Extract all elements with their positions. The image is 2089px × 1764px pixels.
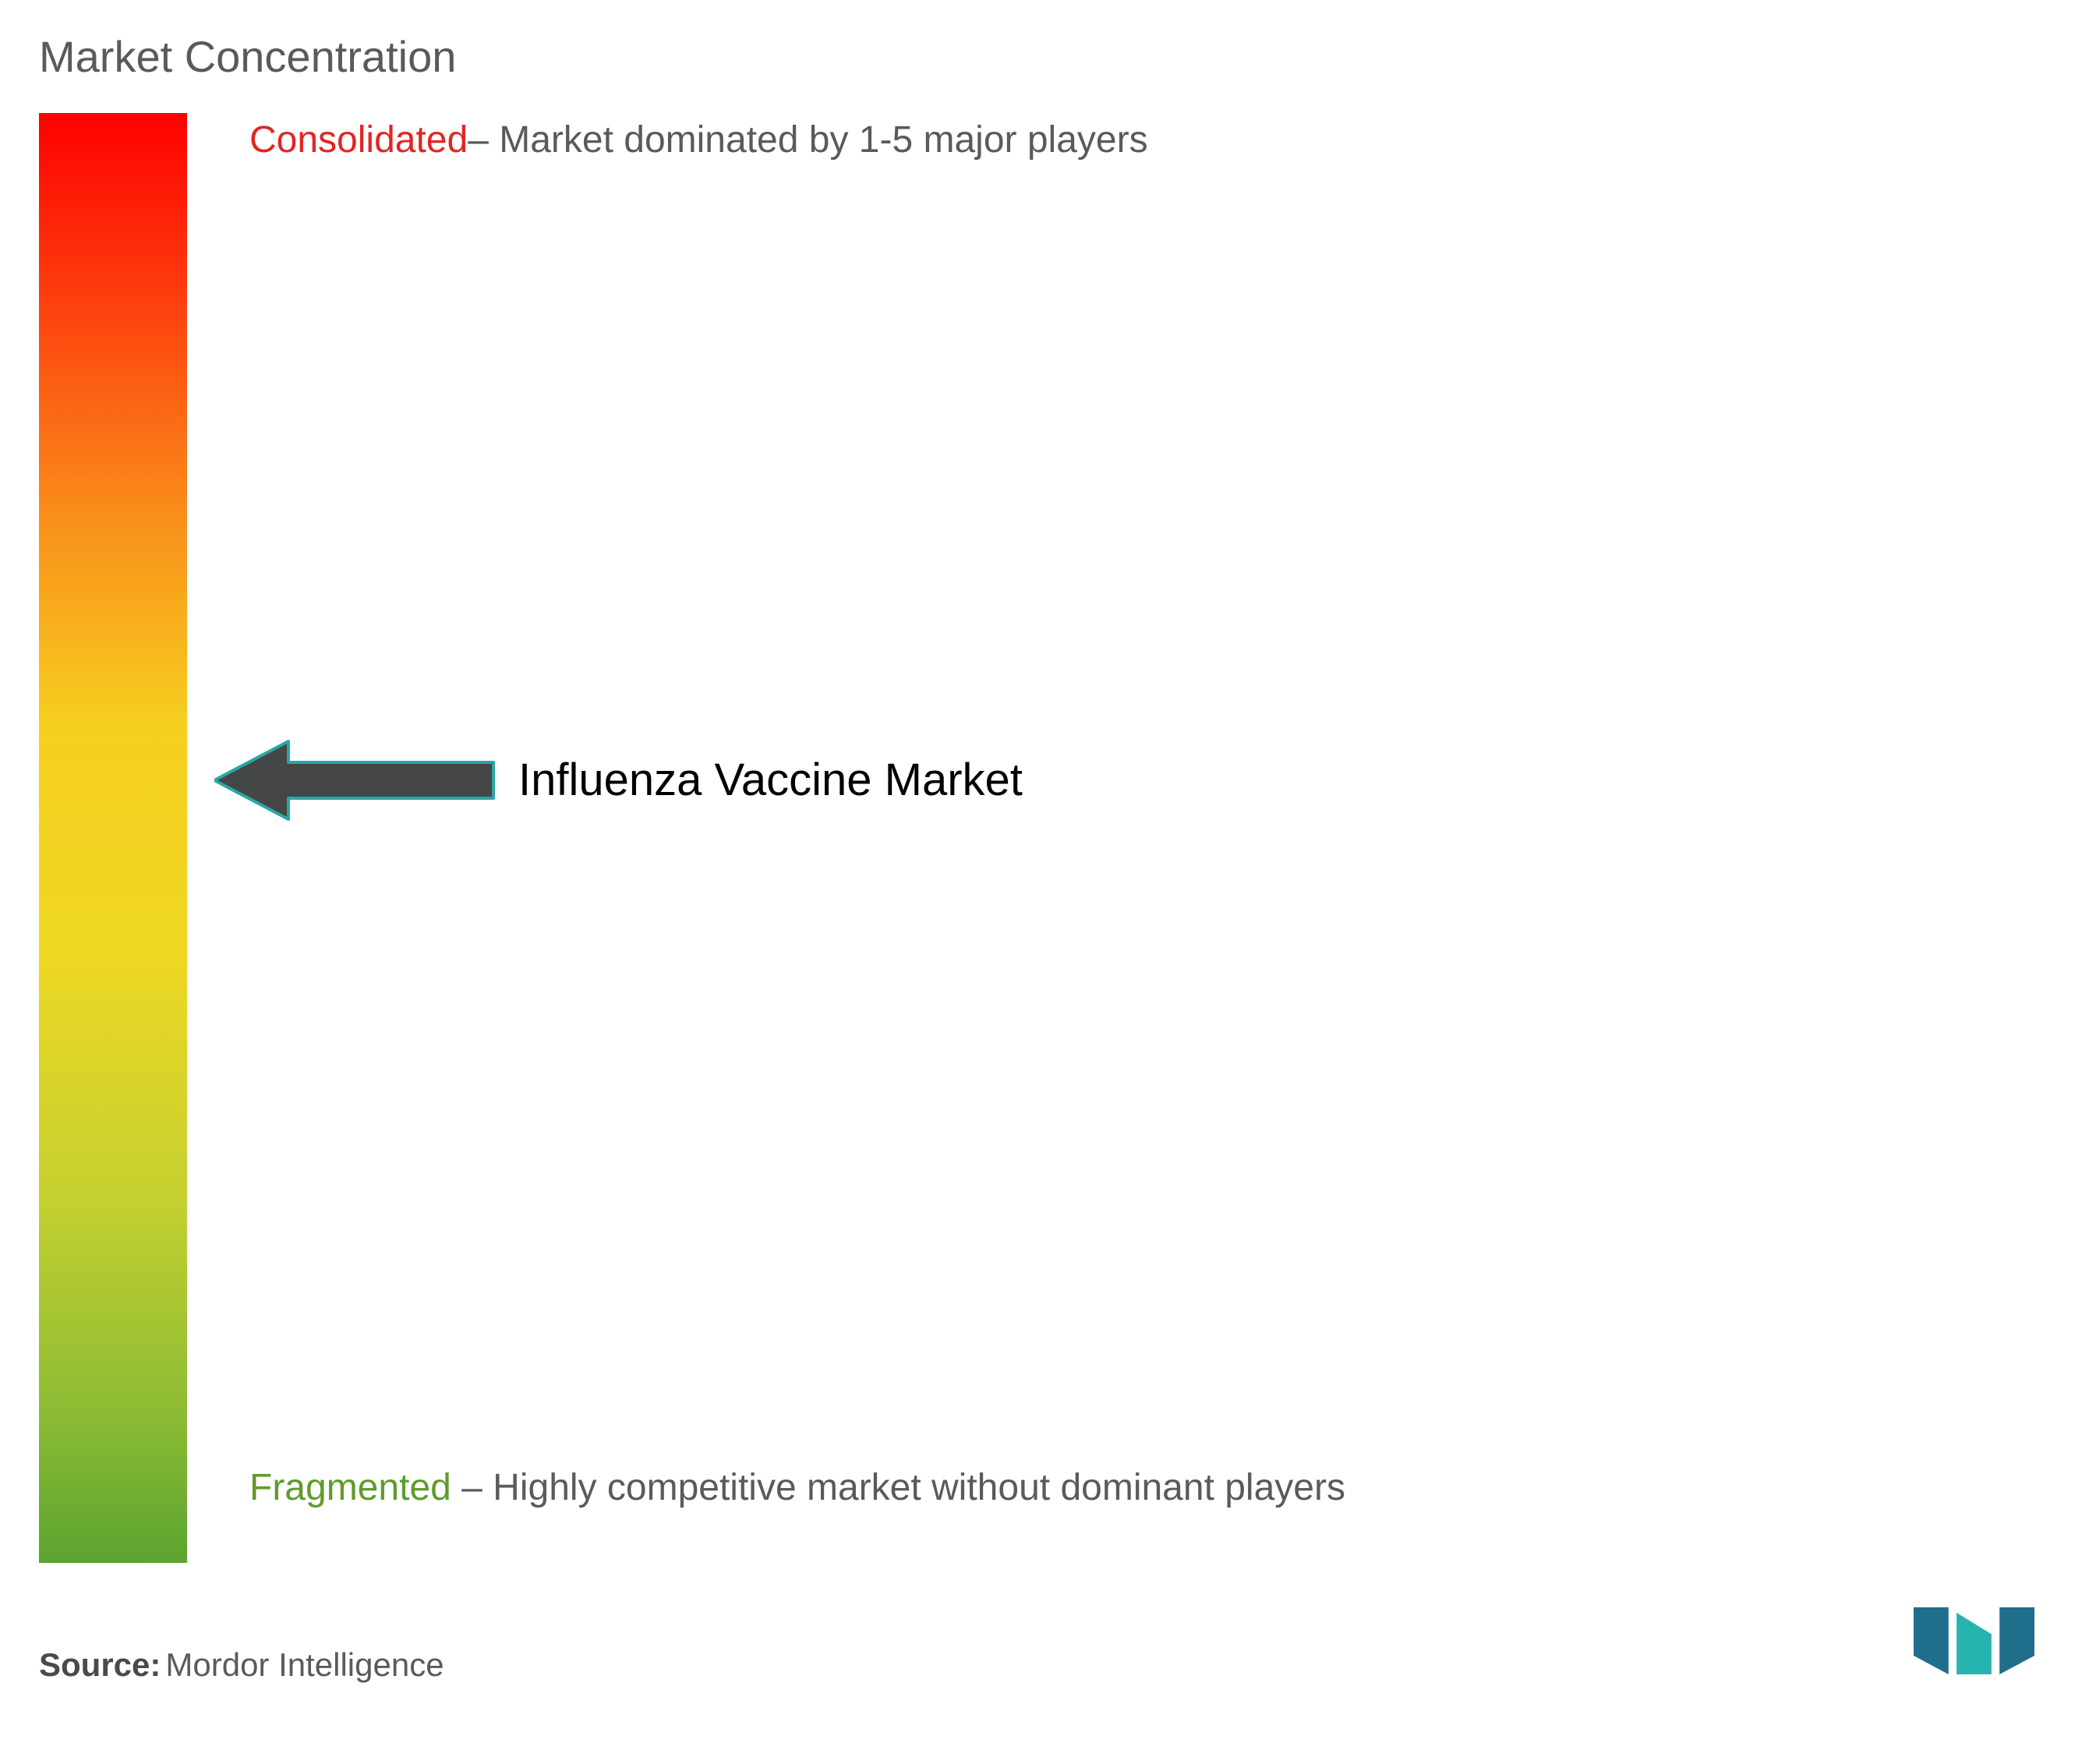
fragmented-term: Fragmented [249, 1467, 451, 1508]
market-name-label: Influenza Vaccine Market [518, 754, 1023, 806]
mordor-logo-icon [1914, 1598, 2034, 1684]
source-attribution: Source: Mordor Intelligence [39, 1646, 444, 1684]
consolidated-term: Consolidated [249, 119, 468, 161]
source-label: Source: [39, 1646, 161, 1684]
fragmented-description: – Highly competitive market without domi… [451, 1467, 1345, 1508]
source-value: Mordor Intelligence [165, 1646, 444, 1684]
market-position-marker: Influenza Vaccine Market [214, 737, 1023, 823]
fragmented-label: Fragmented – Highly competitive market w… [249, 1464, 1345, 1512]
consolidated-label: Consolidated– Market dominated by 1-5 ma… [249, 116, 1148, 164]
chart-title: Market Concentration [39, 31, 2050, 82]
spectrum-gradient-bar [39, 113, 187, 1563]
arrow-left-icon [214, 737, 495, 823]
consolidated-description: – Market dominated by 1-5 major players [468, 119, 1147, 161]
chart-area: Consolidated– Market dominated by 1-5 ma… [39, 113, 2050, 1563]
footer: Source: Mordor Intelligence [39, 1598, 2050, 1676]
